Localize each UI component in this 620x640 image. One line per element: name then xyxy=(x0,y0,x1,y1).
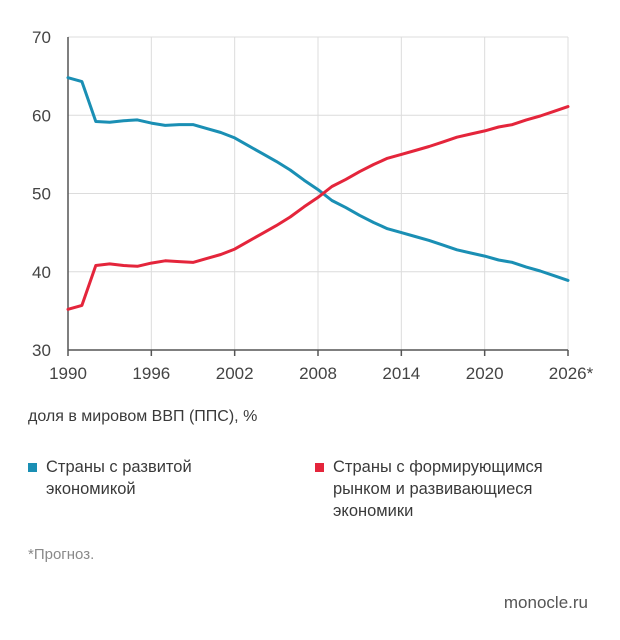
legend-item-emerging: Страны с формирующимся рынком и развиваю… xyxy=(315,456,543,522)
axis-caption: доля в мировом ВВП (ППС), % xyxy=(28,408,258,425)
y-tick-label-70: 70 xyxy=(32,28,51,47)
x-tick-label-1996: 1996 xyxy=(132,364,170,383)
line-chart: 30 40 50 60 70 1990 1996 2002 2008 2014 2020 2026* xyxy=(32,28,594,383)
chart-axes xyxy=(67,37,569,356)
series-line-emerging xyxy=(66,105,570,311)
legend-label-developed: Страны с развитой экономикой xyxy=(46,458,192,498)
chart-tick-labels: 30 40 50 60 70 1990 1996 2002 2008 2014 2020 2026* xyxy=(32,28,594,383)
source-credit: monocle.ru xyxy=(503,593,588,612)
y-tick-label-60: 60 xyxy=(32,106,51,125)
legend-item-developed: Страны с развитой экономикой xyxy=(28,456,192,500)
chart-series xyxy=(66,76,570,311)
x-tick-label-2014: 2014 xyxy=(382,364,420,383)
forecast-footnote: *Прогноз. xyxy=(28,546,95,563)
series-line-developed xyxy=(66,76,570,282)
chart-grid xyxy=(68,36,569,350)
x-tick-label-2026: 2026* xyxy=(549,364,594,383)
legend-swatch-developed xyxy=(28,463,37,472)
x-tick-label-2020: 2020 xyxy=(466,364,504,383)
x-tick-label-2008: 2008 xyxy=(299,364,337,383)
y-tick-label-30: 30 xyxy=(32,341,51,360)
legend-swatch-emerging xyxy=(315,463,324,472)
x-tick-label-2002: 2002 xyxy=(216,364,254,383)
legend-label-emerging: Страны с формирующимся рынком и развиваю… xyxy=(333,458,543,520)
y-tick-label-40: 40 xyxy=(32,263,51,282)
y-tick-label-50: 50 xyxy=(32,185,51,204)
x-tick-label-1990: 1990 xyxy=(49,364,87,383)
